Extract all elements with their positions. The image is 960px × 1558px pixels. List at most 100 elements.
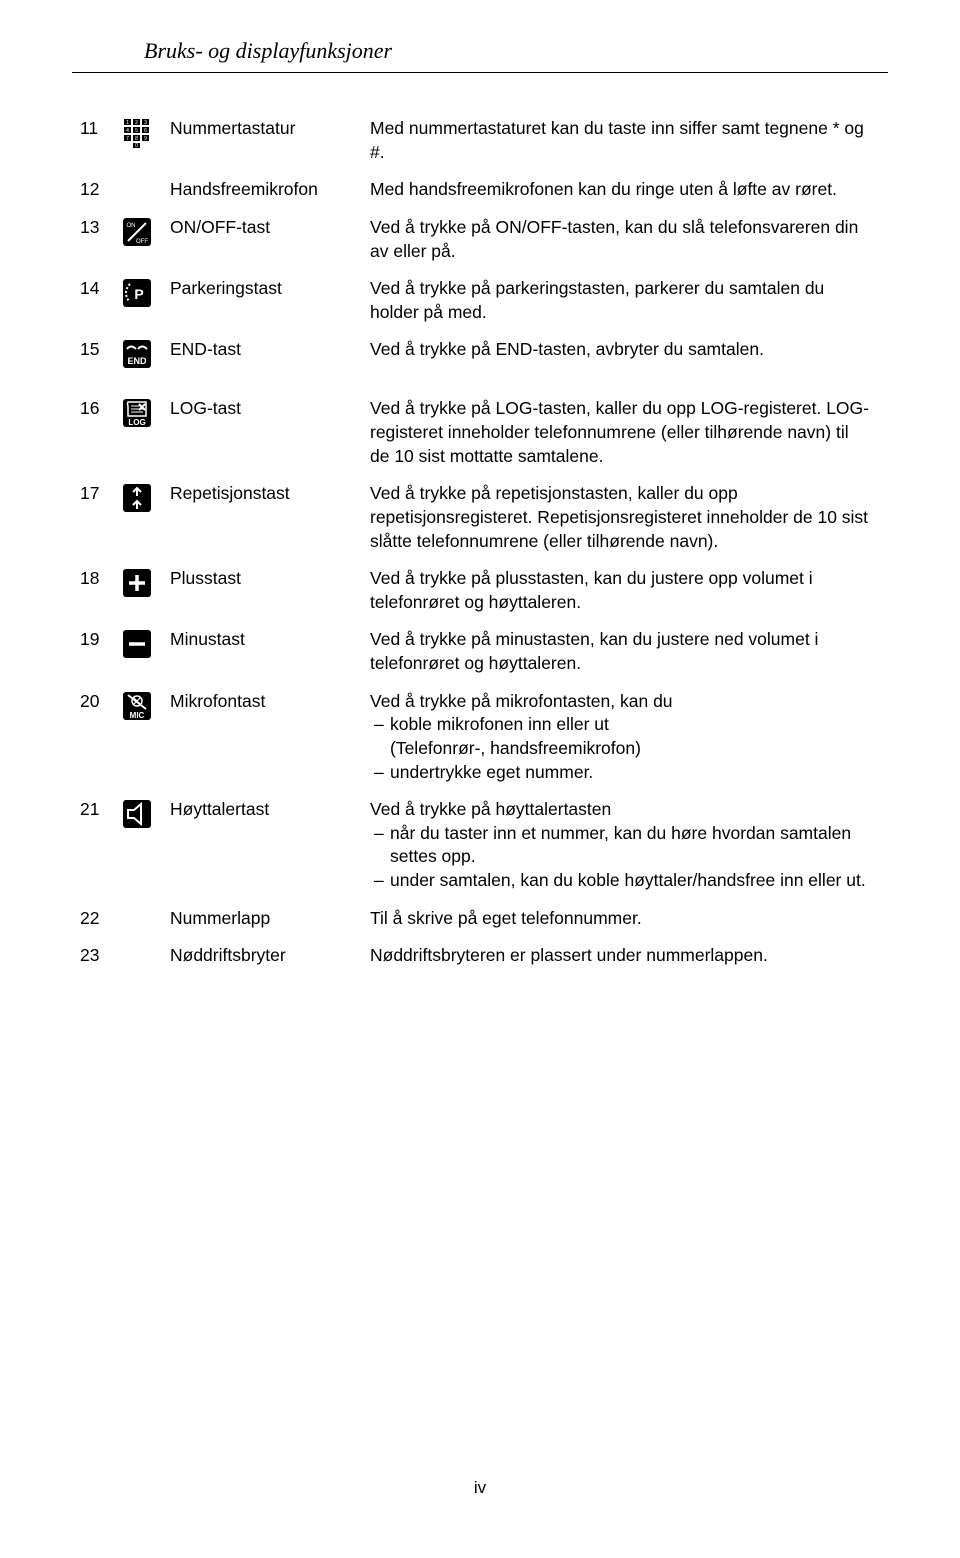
sub-item: – når du taster inn et nummer, kan du hø… <box>370 822 872 869</box>
row-label: Høyttalertast <box>170 798 370 893</box>
sub-text: koble mikrofonen inn eller ut (Telefonrø… <box>390 713 872 760</box>
park-icon: P <box>122 277 170 324</box>
row-number: 15 <box>80 338 122 369</box>
svg-text:7: 7 <box>126 136 129 142</box>
sub-text: under samtalen, kan du koble høyttaler/h… <box>390 869 872 893</box>
row-label: Mikrofontast <box>170 690 370 785</box>
row-desc: Ved å trykke på ON/OFF-tasten, kan du sl… <box>370 216 880 263</box>
row-number: 16 <box>80 397 122 468</box>
empty-icon <box>122 178 170 202</box>
mic-icon: MIC <box>122 690 170 785</box>
table-row: 11 1 2 3 4 5 6 7 8 9 0 Nummertastatur Me… <box>80 117 880 164</box>
svg-text:8: 8 <box>135 136 138 142</box>
svg-text:1: 1 <box>126 120 129 126</box>
desc-text: Ved å trykke på mikrofontasten, kan du <box>370 691 673 711</box>
row-label: ON/OFF-tast <box>170 216 370 263</box>
dash: – <box>370 713 390 760</box>
sub-text: når du taster inn et nummer, kan du høre… <box>390 822 872 869</box>
sub-item: – koble mikrofonen inn eller ut (Telefon… <box>370 713 872 760</box>
row-desc: Med handsfreemikrofonen kan du ringe ute… <box>370 178 880 202</box>
svg-text:4: 4 <box>126 128 129 134</box>
svg-text:P: P <box>134 286 143 302</box>
row-desc: Ved å trykke på repetisjonstasten, kalle… <box>370 482 880 553</box>
sub-line: koble mikrofonen inn eller ut <box>390 714 609 734</box>
row-label: Plusstast <box>170 567 370 614</box>
row-number: 12 <box>80 178 122 202</box>
desc-text: Ved å trykke på høyttalertasten <box>370 799 611 819</box>
row-number: 13 <box>80 216 122 263</box>
table-row: 18 Plusstast Ved å trykke på plusstasten… <box>80 567 880 614</box>
row-label: Parkeringstast <box>170 277 370 324</box>
svg-text:MIC: MIC <box>130 711 145 720</box>
svg-text:6: 6 <box>144 128 147 134</box>
table-row: 19 Minustast Ved å trykke på minustasten… <box>80 628 880 675</box>
dash: – <box>370 822 390 869</box>
row-desc: Ved å trykke på plusstasten, kan du just… <box>370 567 880 614</box>
table-row: 13 ON OFF ON/OFF-tast Ved å trykke på ON… <box>80 216 880 263</box>
row-desc: Med nummertastaturet kan du taste inn si… <box>370 117 880 164</box>
svg-text:2: 2 <box>135 120 138 126</box>
svg-text:0: 0 <box>135 143 138 148</box>
sub-line: (Telefonrør-, handsfreemikrofon) <box>390 738 641 758</box>
dash: – <box>370 761 390 785</box>
end-icon: END <box>122 338 170 369</box>
header-title: Bruks- og displayfunksjoner <box>144 38 816 64</box>
row-desc: Ved å trykke på LOG-tasten, kaller du op… <box>370 397 880 468</box>
row-desc: Ved å trykke på mikrofontasten, kan du –… <box>370 690 880 785</box>
svg-text:LOG: LOG <box>128 418 145 427</box>
table-row: 21 Høyttalertast Ved å trykke på høyttal… <box>80 798 880 893</box>
row-label: Minustast <box>170 628 370 675</box>
row-desc: Ved å trykke på END-tasten, avbryter du … <box>370 338 880 369</box>
empty-icon <box>122 944 170 968</box>
row-desc: Ved å trykke på høyttalertasten – når du… <box>370 798 880 893</box>
row-number: 18 <box>80 567 122 614</box>
row-label: Handsfreemikrofon <box>170 178 370 202</box>
minus-icon <box>122 628 170 675</box>
page-header: Bruks- og displayfunksjoner <box>72 0 888 73</box>
svg-text:3: 3 <box>144 120 147 126</box>
row-number: 22 <box>80 907 122 931</box>
row-desc: Ved å trykke på minustasten, kan du just… <box>370 628 880 675</box>
onoff-icon: ON OFF <box>122 216 170 263</box>
row-number: 14 <box>80 277 122 324</box>
table-row: 23 Nøddriftsbryter Nøddriftsbryteren er … <box>80 944 880 968</box>
svg-text:ON: ON <box>127 223 136 229</box>
row-number: 23 <box>80 944 122 968</box>
row-desc: Nøddriftsbryteren er plassert under numm… <box>370 944 880 968</box>
table-row: 16 LOG LOG-tast Ved å trykke på LOG-tast… <box>80 397 880 468</box>
row-number: 21 <box>80 798 122 893</box>
row-label: Nummertastatur <box>170 117 370 164</box>
table-row: 15 END END-tast Ved å trykke på END-tast… <box>80 338 880 369</box>
content: 11 1 2 3 4 5 6 7 8 9 0 Nummertastatur Me… <box>0 73 960 968</box>
svg-text:5: 5 <box>135 128 138 134</box>
table-row: 14 P Parkeringstast Ved å trykke på park… <box>80 277 880 324</box>
sub-text: undertrykke eget nummer. <box>390 761 872 785</box>
row-number: 17 <box>80 482 122 553</box>
log-icon: LOG <box>122 397 170 468</box>
plus-icon <box>122 567 170 614</box>
table-row: 22 Nummerlapp Til å skrive på eget telef… <box>80 907 880 931</box>
table-row: 20 MIC Mikrofontast Ved å trykke på mikr… <box>80 690 880 785</box>
empty-icon <box>122 907 170 931</box>
row-number: 11 <box>80 117 122 164</box>
table-row: 17 Repetisjonstast Ved å trykke på repet… <box>80 482 880 553</box>
speaker-icon <box>122 798 170 893</box>
row-desc: Til å skrive på eget telefonnummer. <box>370 907 880 931</box>
page-number: iv <box>0 1478 960 1498</box>
keypad-icon: 1 2 3 4 5 6 7 8 9 0 <box>122 117 170 164</box>
svg-text:OFF: OFF <box>136 239 148 245</box>
dash: – <box>370 869 390 893</box>
svg-text:END: END <box>127 356 147 366</box>
svg-text:9: 9 <box>144 136 147 142</box>
repeat-icon <box>122 482 170 553</box>
row-label: Nøddriftsbryter <box>170 944 370 968</box>
row-label: Repetisjonstast <box>170 482 370 553</box>
row-number: 20 <box>80 690 122 785</box>
row-label: LOG-tast <box>170 397 370 468</box>
sub-item: – undertrykke eget nummer. <box>370 761 872 785</box>
row-label: END-tast <box>170 338 370 369</box>
row-number: 19 <box>80 628 122 675</box>
row-label: Nummerlapp <box>170 907 370 931</box>
sub-item: – under samtalen, kan du koble høyttaler… <box>370 869 872 893</box>
table-row: 12 Handsfreemikrofon Med handsfreemikrof… <box>80 178 880 202</box>
